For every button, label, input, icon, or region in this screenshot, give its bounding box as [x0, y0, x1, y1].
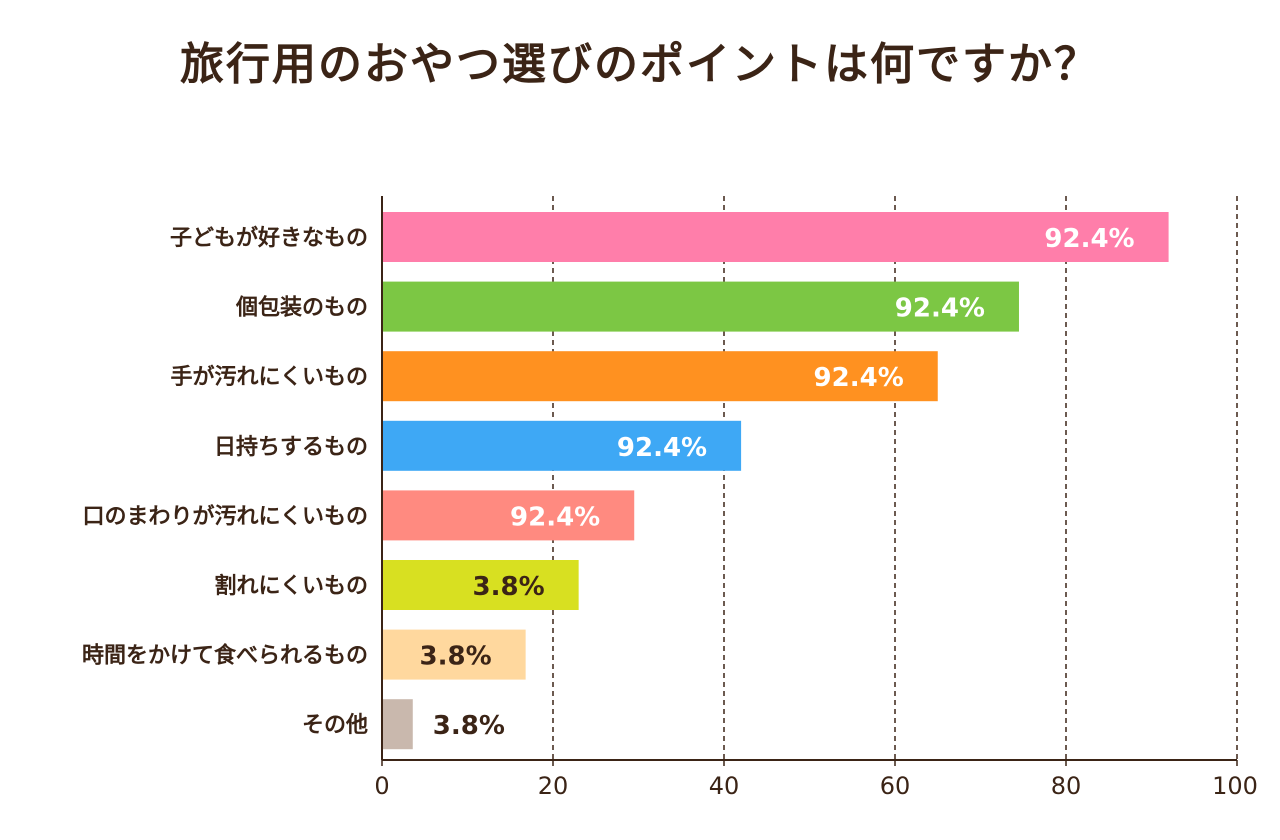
category-label: 子どもが好きなもの: [170, 225, 368, 251]
data-label: 3.8%: [473, 572, 545, 602]
bar: [382, 420, 742, 471]
chart-title: 旅行用のおやつ選びのポイントは何ですか？: [180, 39, 1100, 90]
bar: [382, 560, 579, 610]
x-tick-label: 80: [1051, 772, 1082, 800]
bar: [382, 281, 1019, 332]
data-label: 92.4%: [510, 502, 600, 532]
bar: [382, 699, 413, 750]
category-label: 口のまわりが汚れにくいもの: [82, 503, 368, 529]
data-label: 92.4%: [617, 433, 707, 463]
data-label: 92.4%: [814, 363, 904, 393]
category-label: 個包装のもの: [235, 295, 368, 321]
category-label: その他: [302, 713, 368, 738]
category-label: 手が汚れにくいもの: [170, 364, 368, 390]
data-label: 92.4%: [895, 294, 985, 324]
bar: [382, 490, 635, 541]
x-tick-label: 60: [880, 772, 911, 800]
bar: [382, 212, 1169, 262]
category-label: 割れにくいもの: [214, 573, 368, 599]
x-tick-label: 0: [374, 772, 389, 800]
data-label: 3.8%: [433, 711, 505, 741]
x-tick-label: 100: [1212, 772, 1258, 800]
x-tick-label: 40: [709, 772, 740, 800]
category-label: 日持ちするもの: [214, 435, 368, 460]
bar: [382, 629, 526, 680]
category-label: 時間をかけて食べられるもの: [82, 643, 368, 669]
x-tick-label: 20: [538, 772, 569, 800]
bar: [382, 351, 938, 402]
data-label: 3.8%: [420, 642, 492, 672]
data-label: 92.4%: [1044, 224, 1134, 254]
